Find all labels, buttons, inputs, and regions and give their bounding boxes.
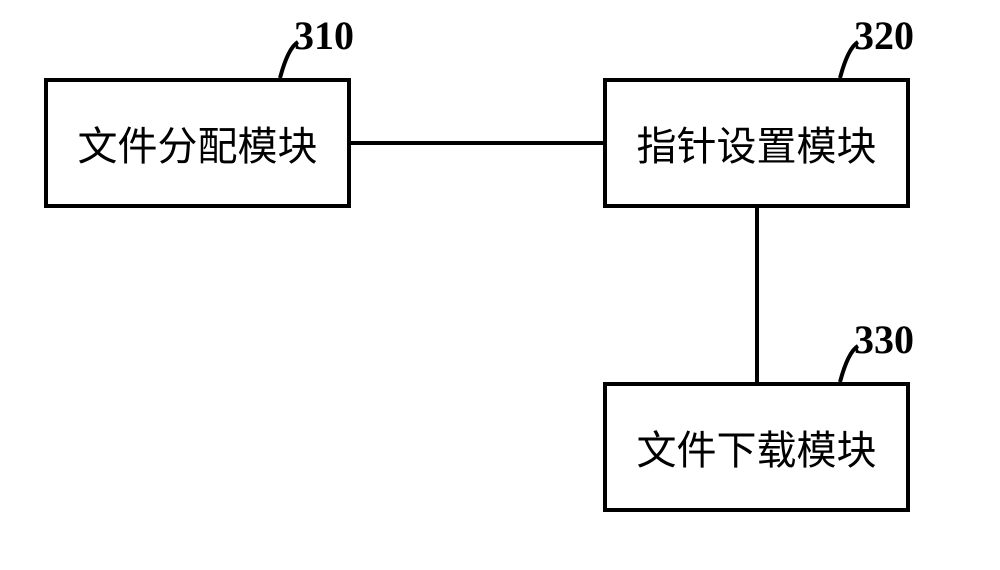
ref-label-310: 310	[294, 12, 354, 59]
node-box-310: 文件分配模块	[44, 78, 351, 208]
node-box-320: 指针设置模块	[603, 78, 910, 208]
node-label: 文件分配模块	[78, 114, 318, 172]
ref-label-330: 330	[854, 316, 914, 363]
node-label: 指针设置模块	[637, 114, 877, 172]
ref-label-320: 320	[854, 12, 914, 59]
node-box-330: 文件下载模块	[603, 382, 910, 512]
node-label: 文件下载模块	[637, 418, 877, 476]
diagram-canvas: 文件分配模块 310 指针设置模块 320 文件下载模块 330	[0, 0, 1000, 570]
